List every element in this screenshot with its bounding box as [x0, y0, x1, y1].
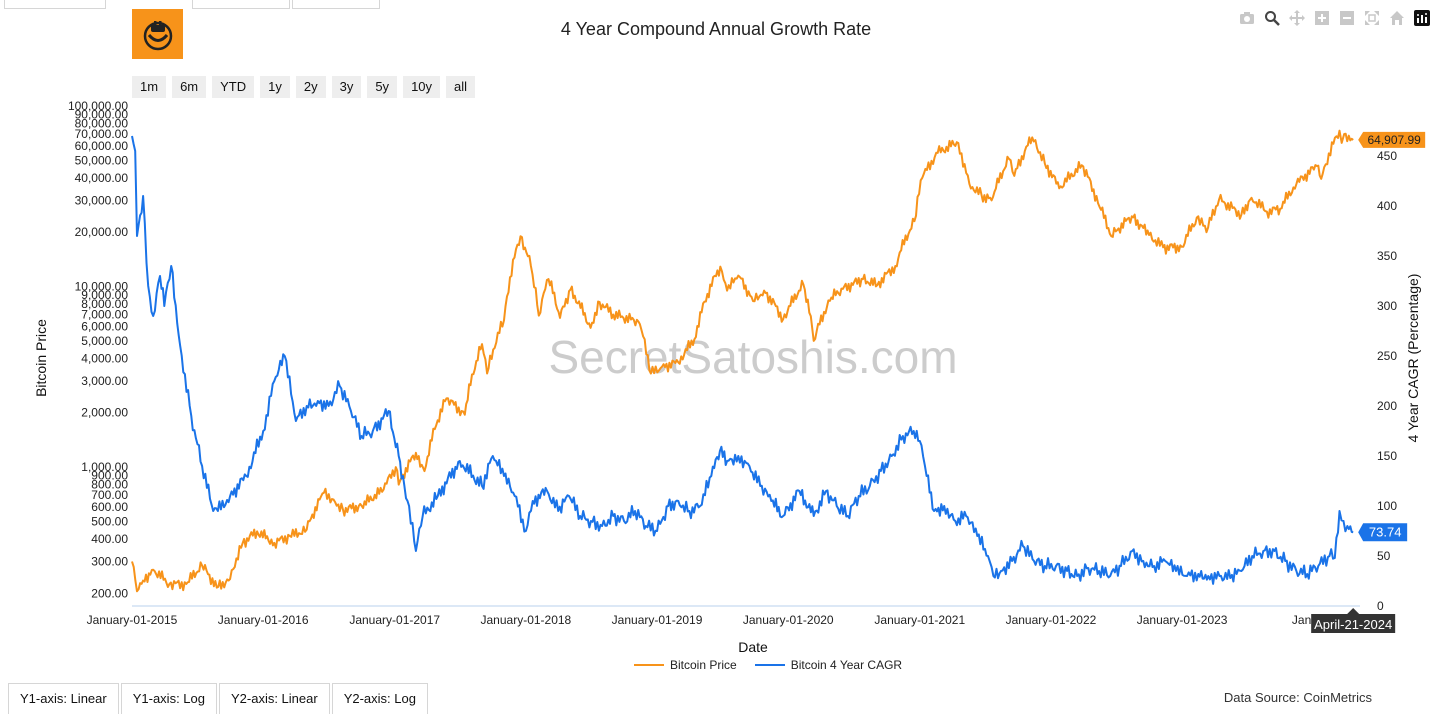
y2-tick-label: 350	[1377, 249, 1397, 263]
y1-tick-label: 800.00	[91, 478, 128, 492]
cagr-hover-text: 73.74	[1369, 524, 1402, 539]
price-series-line[interactable]	[131, 129, 1354, 593]
date-hover-label: April-21-2024	[1311, 608, 1396, 633]
camera-icon[interactable]	[1239, 10, 1255, 26]
y1-tick-label: 80,000.00	[75, 116, 129, 130]
chart-title: 4 Year Compound Annual Growth Rate	[560, 19, 872, 39]
modebar	[1239, 10, 1430, 26]
price-hover-label: 64,907.99	[1358, 131, 1426, 148]
range-ytd-button[interactable]: YTD	[212, 76, 255, 98]
range-2y-button[interactable]: 2y	[295, 76, 326, 98]
y2-tick-label: 300	[1377, 299, 1397, 313]
y2-tick-label: 200	[1377, 399, 1397, 413]
y2-tick-label: 0	[1377, 599, 1384, 613]
zoom-icon[interactable]	[1264, 10, 1280, 26]
y2-tick-label: 250	[1377, 349, 1397, 363]
y1-tick-label: 20,000.00	[75, 225, 129, 239]
tab-y2-log[interactable]: Y2-axis: Log	[331, 683, 428, 714]
y1-tick-label: 30,000.00	[75, 193, 129, 207]
y1-tick-label: 6,000.00	[81, 320, 128, 334]
y1-axis-title: Bitcoin Price	[33, 319, 49, 397]
y1-tick-label: 2,000.00	[81, 406, 128, 420]
y1-tick-label: 200.00	[91, 586, 128, 600]
range-selector: 1m 6m YTD 1y 2y 3y 5y 10y all	[132, 76, 476, 98]
x-tick-label: January-01-2022	[1006, 613, 1097, 627]
y1-tick-label: 70,000.00	[75, 127, 129, 141]
y1-tick-label: 600.00	[91, 500, 128, 514]
watermark: SecretSatoshis.com	[548, 331, 957, 383]
y1-tick-label: 900.00	[91, 468, 128, 482]
legend-item-price[interactable]: Bitcoin Price	[634, 658, 737, 672]
x-tick-label: January-01-2023	[1137, 613, 1228, 627]
y1-tick-label: 100,000.00	[68, 99, 128, 113]
price-hover-text: 64,907.99	[1367, 133, 1421, 147]
legend-swatch-price	[634, 664, 664, 666]
y1-tick-label: 90,000.00	[75, 107, 129, 121]
pan-icon[interactable]	[1289, 10, 1305, 26]
y1-tick-label: 60,000.00	[75, 139, 129, 153]
date-hover-text: April-21-2024	[1314, 617, 1392, 632]
y1-tick-label: 5,000.00	[81, 334, 128, 348]
range-6m-button[interactable]: 6m	[172, 76, 207, 98]
y1-tick-label: 4,000.00	[81, 351, 128, 365]
legend-swatch-cagr	[754, 664, 785, 666]
range-all-button[interactable]: all	[446, 76, 476, 98]
y2-tick-label: 450	[1377, 149, 1397, 163]
range-1y-button[interactable]: 1y	[260, 76, 290, 98]
range-1m-button[interactable]: 1m	[132, 76, 167, 98]
y2-tick-label: 400	[1377, 199, 1397, 213]
x-tick-label: January-01-2021	[874, 613, 965, 627]
zoom-in-icon[interactable]	[1314, 10, 1330, 26]
legend-label-cagr: Bitcoin 4 Year CAGR	[790, 658, 903, 672]
axis-scale-tabs: Y1-axis: Linear Y1-axis: Log Y2-axis: Li…	[8, 683, 428, 714]
reset-axes-icon[interactable]	[1389, 10, 1405, 26]
legend-label-price: Bitcoin Price	[670, 658, 737, 672]
y1-tick-label: 8,000.00	[81, 297, 128, 311]
x-tick-label: January-01-2020	[743, 613, 834, 627]
data-source-note: Data Source: CoinMetrics	[1223, 690, 1372, 705]
y1-tick-label: 3,000.00	[81, 374, 128, 388]
legend-item-cagr[interactable]: Bitcoin 4 Year CAGR	[754, 658, 903, 672]
autoscale-icon[interactable]	[1364, 10, 1380, 26]
zoom-out-icon[interactable]	[1339, 10, 1355, 26]
tab-y2-linear[interactable]: Y2-axis: Linear	[218, 683, 330, 714]
x-axis-title: Date	[738, 639, 768, 655]
top-tab-3[interactable]	[292, 0, 380, 9]
y2-tick-label: 50	[1377, 549, 1391, 563]
y1-tick-label: 9,000.00	[81, 288, 128, 302]
x-tick-label: January-01-2015	[87, 613, 178, 627]
tab-y1-log[interactable]: Y1-axis: Log	[120, 683, 217, 714]
y1-tick-label: 300.00	[91, 554, 128, 568]
top-tab-2[interactable]	[192, 0, 290, 9]
y2-axis-title: 4 Year CAGR (Percentage)	[1405, 274, 1421, 443]
legend: Bitcoin Price Bitcoin 4 Year CAGR	[634, 658, 902, 672]
y1-tick-label: 500.00	[91, 514, 128, 528]
top-tab-1[interactable]	[4, 0, 106, 9]
x-tick-label: January-01-2018	[481, 613, 572, 627]
y2-tick-label: 150	[1377, 449, 1397, 463]
range-10y-button[interactable]: 10y	[403, 76, 441, 98]
cagr-series-line[interactable]	[131, 135, 1354, 585]
range-3y-button[interactable]: 3y	[331, 76, 362, 98]
x-tick-label: January-01-2017	[349, 613, 440, 627]
y1-tick-label: 50,000.00	[75, 153, 129, 167]
y2-tick-label: 100	[1377, 499, 1397, 513]
range-5y-button[interactable]: 5y	[367, 76, 398, 98]
y1-tick-label: 700.00	[91, 488, 128, 502]
y1-tick-label: 400.00	[91, 532, 128, 546]
x-tick-label: January-01-2019	[612, 613, 703, 627]
cagr-hover-label: 73.74	[1358, 523, 1408, 542]
x-tick-label: January-01-2016	[218, 613, 309, 627]
y1-tick-label: 40,000.00	[75, 171, 129, 185]
bitcoin-smile-logo	[132, 9, 183, 59]
y1-tick-label: 1,000.00	[81, 460, 128, 474]
y1-tick-label: 7,000.00	[81, 307, 128, 321]
tab-y1-linear[interactable]: Y1-axis: Linear	[8, 683, 119, 714]
plotly-logo-icon[interactable]	[1414, 10, 1430, 26]
y1-tick-label: 10,000.00	[75, 280, 129, 294]
